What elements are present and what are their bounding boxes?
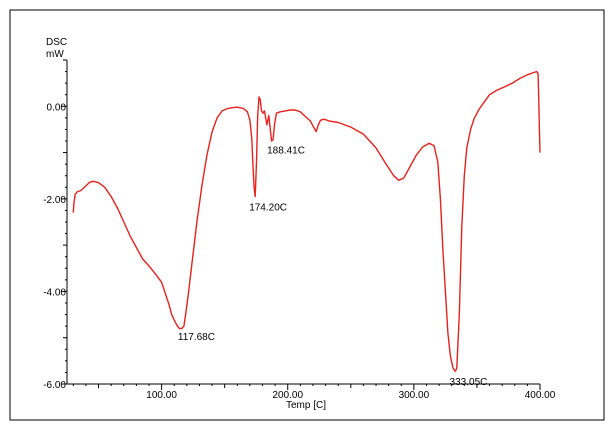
y-axis-title-line2: mW [46,49,64,60]
x-tick-label: 400.00 [525,390,556,401]
series-group [72,70,541,372]
peak-label: 117.68C [178,332,215,343]
x-tick-label: 100.00 [146,390,177,401]
y-tick-label: -4.00 [43,287,66,298]
x-tick-label: 300.00 [399,390,430,401]
dsc-curve [72,70,541,372]
y-tick-label: -2.00 [43,195,66,206]
ticks: 0.00 -2.00 -4.00 -6.00 100.00 200.00 300.00 400… [43,59,556,401]
axes [66,60,540,385]
outer-border [9,9,605,421]
x-tick-label: 200.00 [272,390,303,401]
y-tick-label: -6.00 [43,380,66,391]
y-tick-label: 0.00 [47,102,67,113]
peak-label: 188.41C [267,146,305,157]
y-axis-title-line1: DSC [46,37,67,48]
annotations: 117.68C 174.20C 188.41C 333.05C [178,146,487,388]
peak-label: 174.20C [249,203,287,214]
x-axis-title: Temp [C] [286,400,326,411]
peak-label: 333.05C [450,377,488,388]
